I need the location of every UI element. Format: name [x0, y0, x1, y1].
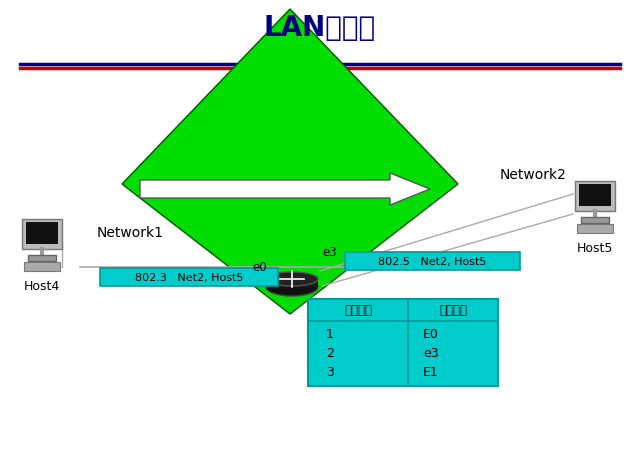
- FancyBboxPatch shape: [26, 222, 58, 244]
- FancyBboxPatch shape: [266, 279, 318, 287]
- Ellipse shape: [266, 278, 318, 296]
- FancyBboxPatch shape: [100, 268, 278, 286]
- Text: Host4: Host4: [24, 279, 60, 292]
- Text: 802.5   Net2, Host5: 802.5 Net2, Host5: [378, 257, 486, 267]
- Text: 1: 1: [326, 327, 334, 340]
- Ellipse shape: [266, 272, 318, 286]
- Text: Host5: Host5: [577, 241, 613, 254]
- FancyBboxPatch shape: [308, 299, 498, 386]
- FancyBboxPatch shape: [581, 217, 609, 224]
- Text: E1: E1: [423, 365, 439, 378]
- FancyBboxPatch shape: [22, 220, 62, 249]
- Text: LAN间路由: LAN间路由: [264, 14, 376, 42]
- Text: 目的网段: 目的网段: [344, 304, 372, 317]
- Polygon shape: [122, 10, 458, 314]
- FancyBboxPatch shape: [345, 253, 520, 271]
- Text: Network2: Network2: [500, 168, 567, 182]
- FancyArrow shape: [140, 174, 430, 206]
- FancyBboxPatch shape: [575, 182, 615, 212]
- FancyBboxPatch shape: [28, 255, 56, 262]
- Text: 输出接口: 输出接口: [439, 304, 467, 317]
- Text: e0: e0: [253, 261, 268, 274]
- Text: 2: 2: [326, 346, 334, 359]
- FancyBboxPatch shape: [577, 225, 613, 234]
- Text: E0: E0: [423, 327, 439, 340]
- Text: 3: 3: [326, 365, 334, 378]
- Text: Network1: Network1: [97, 226, 164, 239]
- Text: e3: e3: [323, 246, 337, 259]
- Text: 802.3   Net2, Host5: 802.3 Net2, Host5: [135, 272, 243, 282]
- Text: e3: e3: [423, 346, 438, 359]
- FancyBboxPatch shape: [579, 184, 611, 207]
- FancyBboxPatch shape: [24, 262, 60, 272]
